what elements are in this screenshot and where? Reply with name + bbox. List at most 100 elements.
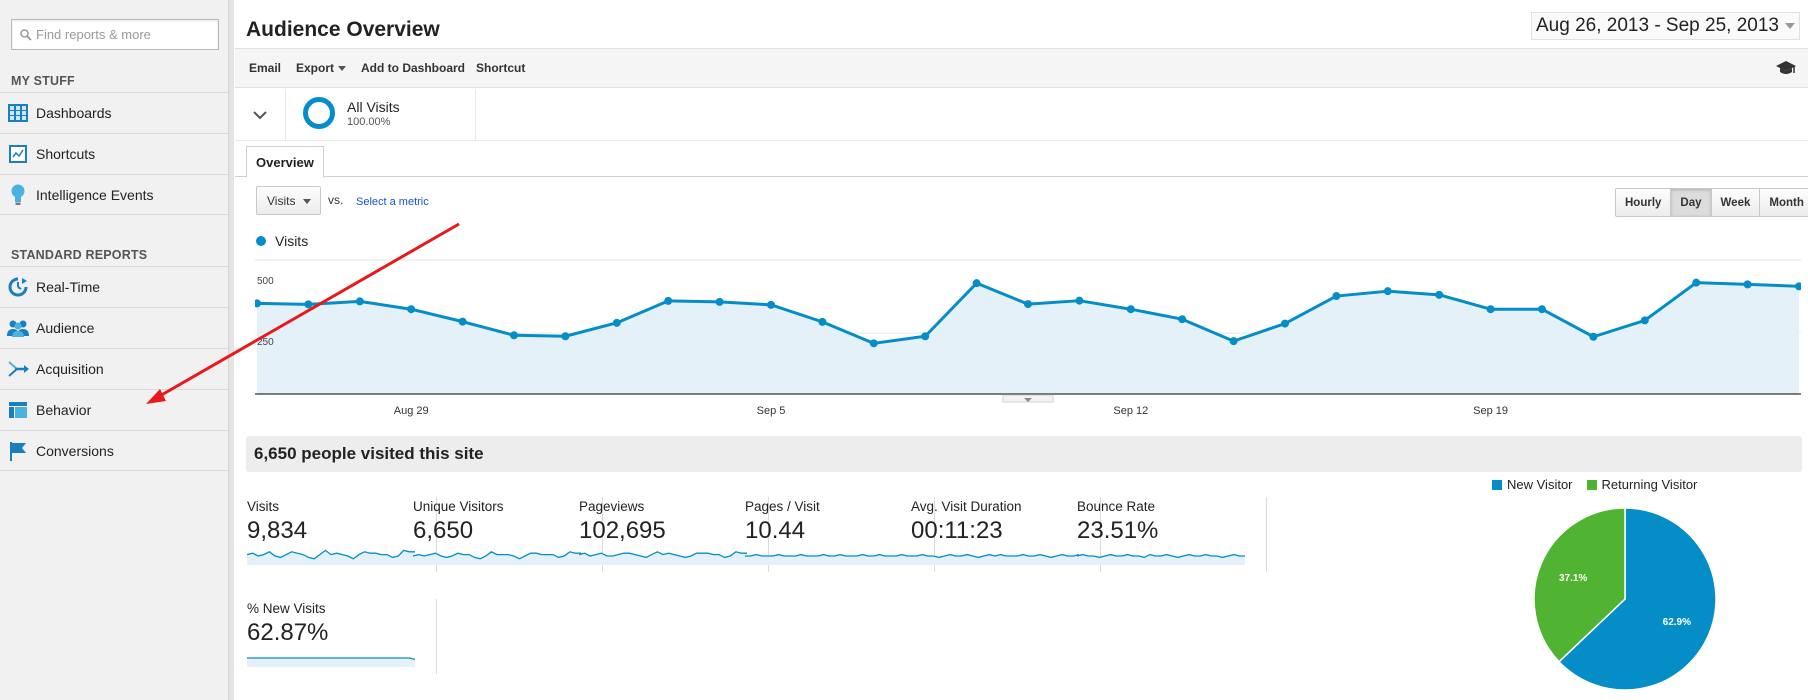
segment-toggle[interactable] [235, 89, 286, 141]
data-point [612, 318, 621, 327]
sparkline-fill [745, 554, 913, 565]
data-point [921, 332, 930, 341]
data-point [1229, 337, 1238, 346]
data-point [972, 279, 981, 288]
time-granularity-buttons: Hourly Day Week Month [1615, 188, 1808, 217]
add-to-dashboard-button[interactable]: Add to Dashboard [361, 61, 465, 75]
hourly-button[interactable]: Hourly [1616, 189, 1671, 216]
data-point [1692, 278, 1701, 287]
date-range-picker[interactable]: Aug 26, 2013 - Sep 25, 2013 [1531, 12, 1800, 40]
x-tick-label: Sep 19 [1473, 405, 1508, 417]
month-button[interactable]: Month [1759, 189, 1808, 216]
sidebar-item-intelligence-events[interactable]: Intelligence Events [0, 174, 229, 215]
stat-visits[interactable]: Visits 9,834 [247, 497, 437, 572]
metric-select[interactable]: Visits [256, 186, 321, 215]
caret-down-icon [303, 199, 311, 204]
pie-slice-label: 37.1% [1559, 573, 1587, 584]
select-metric-link[interactable]: Select a metric [356, 196, 429, 208]
stat-value: 00:11:23 [911, 517, 1003, 544]
stat-bounce-rate[interactable]: Bounce Rate 23.51% [1077, 497, 1267, 572]
data-point [355, 297, 364, 306]
sidebar-item-label: Behavior [36, 402, 92, 418]
page-title: Audience Overview [246, 18, 440, 41]
y-tick-label: 500 [257, 276, 274, 287]
stat-value: 102,695 [579, 517, 666, 544]
pie-slice-label: 62.9% [1663, 617, 1691, 628]
sparkline-fill [247, 550, 415, 565]
date-range-label: Aug 26, 2013 - Sep 25, 2013 [1536, 15, 1779, 36]
email-button[interactable]: Email [249, 61, 282, 75]
data-point [304, 300, 313, 309]
graduation-cap-icon[interactable] [1776, 60, 1796, 76]
export-button[interactable]: Export [296, 61, 347, 75]
legend-label: New Visitor [1507, 477, 1573, 492]
x-tick-label: Aug 29 [394, 405, 429, 417]
segment-percent: 100.00% [347, 116, 391, 128]
sparkline-line [247, 549, 415, 560]
stat-label: Avg. Visit Duration [911, 499, 1022, 514]
search-input[interactable] [36, 20, 216, 49]
sparkline-fill [247, 658, 415, 667]
data-point [1640, 316, 1649, 325]
stat-pages-per-visit[interactable]: Pages / Visit 10.44 [745, 497, 935, 572]
data-point [664, 296, 673, 305]
legend-swatch [1492, 479, 1502, 490]
sidebar-item-behavior[interactable]: Behavior [0, 389, 229, 430]
sparkline-fill [911, 554, 1079, 565]
week-button[interactable]: Week [1710, 189, 1760, 216]
data-point [458, 317, 467, 326]
sparkline-fill [1077, 554, 1245, 565]
sidebar-item-audience[interactable]: Audience [0, 307, 229, 348]
main-content: Audience Overview Aug 26, 2013 - Sep 25,… [235, 0, 1808, 700]
chevron-down-icon [1784, 23, 1795, 29]
sidebar-item-dashboards[interactable]: Dashboards [0, 92, 229, 133]
pie-legend-returning: Returning Visitor [1586, 477, 1697, 492]
lightbulb-icon [0, 174, 36, 215]
data-point [869, 339, 878, 348]
stat-percent-new-visits[interactable]: % New Visits 62.87% [247, 599, 437, 674]
caret-down-icon [1024, 398, 1032, 402]
day-button[interactable]: Day [1670, 189, 1711, 216]
pie-slice-returning-visitor [1533, 507, 1626, 663]
data-point [1538, 305, 1546, 314]
stat-unique-visitors[interactable]: Unique Visitors 6,650 [413, 497, 603, 572]
data-point [1486, 305, 1495, 314]
sparkline-fill [413, 551, 581, 565]
sparkline-line [745, 553, 913, 557]
data-point [1281, 319, 1289, 328]
legend-label: Visits [275, 233, 309, 249]
standard-reports-title: STANDARD REPORTS [11, 248, 148, 262]
sparkline-line [1077, 553, 1245, 559]
sidebar-item-label: Intelligence Events [36, 186, 154, 203]
search-box[interactable] [11, 19, 219, 50]
data-point [1795, 282, 1801, 291]
stat-label: Visits [247, 499, 280, 514]
data-point [818, 317, 827, 326]
data-point [1126, 305, 1135, 314]
tab-overview[interactable]: Overview [246, 146, 324, 178]
stat-avg-visit-duration[interactable]: Avg. Visit Duration 00:11:23 [911, 497, 1101, 572]
segment-all-visits[interactable]: All Visits 100.00% [286, 89, 476, 141]
tab-bar: Overview [235, 146, 1808, 178]
sidebar-item-shortcuts[interactable]: Shortcuts [0, 133, 229, 174]
data-point [1435, 290, 1444, 299]
legend-swatch [1586, 479, 1597, 490]
stat-pageviews[interactable]: Pageviews 102,695 [579, 497, 769, 572]
data-point [1178, 315, 1187, 324]
stat-label: Bounce Rate [1077, 499, 1156, 514]
sparkline [745, 553, 913, 565]
visitor-pie-chart: 62.9% 37.1% [1533, 507, 1717, 691]
caret-down-icon [338, 66, 347, 72]
y-tick-label: 250 [257, 337, 274, 348]
sidebar-item-real-time[interactable]: Real-Time [0, 266, 229, 307]
pie-slice-new-visitor [1557, 507, 1717, 691]
sidebar-item-conversions[interactable]: Conversions [0, 430, 229, 471]
summary-bar: 6,650 people visited this site [246, 436, 1802, 472]
sidebar-item-acquisition[interactable]: Acquisition [0, 348, 229, 389]
stat-label: Unique Visitors [413, 499, 504, 514]
sparkline [1077, 553, 1245, 565]
shortcut-button[interactable]: Shortcut [476, 61, 526, 75]
dashboard-grid-icon [0, 93, 36, 134]
stat-label: % New Visits [247, 601, 326, 616]
